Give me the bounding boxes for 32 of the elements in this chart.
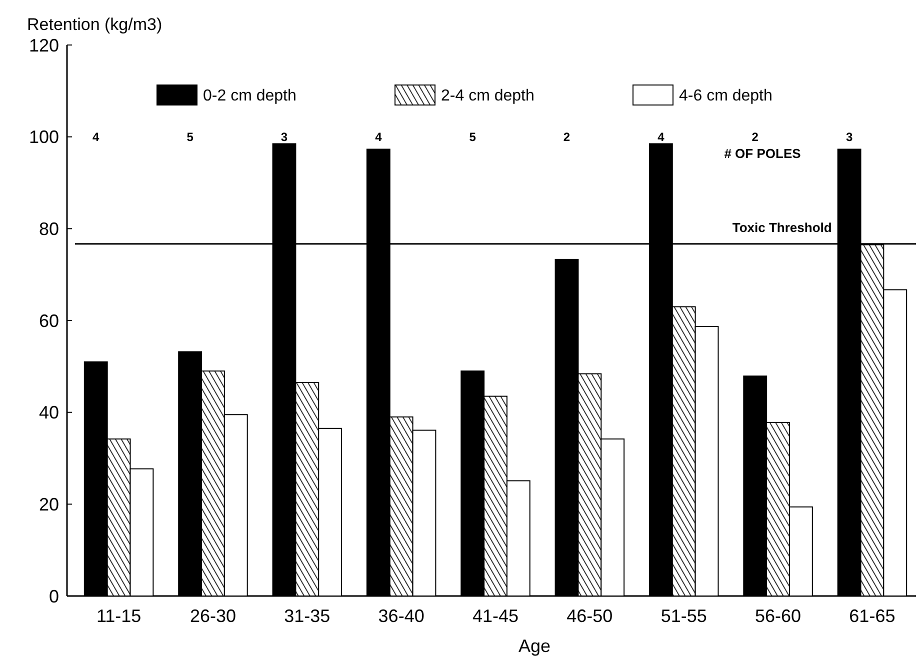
x-axis-title: Age: [518, 636, 551, 656]
x-tick-label: 36-40: [378, 606, 424, 626]
annotation: 4: [375, 130, 382, 144]
y-tick-label: 120: [28, 35, 59, 56]
y-tick-label: 80: [38, 218, 59, 239]
y-tick-label: 40: [38, 402, 59, 423]
x-tick-label: 46-50: [566, 606, 613, 626]
legend-label: 4-6 cm depth: [679, 88, 772, 105]
annotation: 2: [752, 130, 759, 144]
ref-line-label: Toxic Threshold: [732, 220, 832, 235]
y-tick-label: 20: [38, 494, 59, 514]
x-tick-label: 61-65: [849, 606, 896, 626]
y-tick-label: 100: [28, 127, 59, 148]
annotation: 2: [563, 130, 570, 144]
x-tick-label: 56-60: [755, 606, 802, 626]
annotation: 3: [280, 130, 288, 144]
annotation: # OF POLES: [724, 146, 802, 162]
y-axis-title: Retention (kg/m3): [27, 15, 162, 34]
x-tick-label: 41-45: [472, 606, 519, 626]
annotation: 5: [186, 130, 194, 144]
y-tick-label: 0: [48, 586, 59, 606]
legend-label: 0-2 cm depth: [203, 88, 296, 105]
legend-label: 2-4 cm depth: [441, 88, 534, 105]
annotation: 4: [92, 130, 100, 144]
annotation: 3: [846, 130, 853, 144]
x-tick-label: 11-15: [96, 606, 142, 626]
x-tick-label: 26-30: [190, 606, 236, 626]
y-tick-label: 60: [38, 310, 59, 331]
x-tick-label: 51-55: [660, 606, 707, 626]
x-tick-label: 31-35: [284, 606, 330, 626]
annotation: 4: [658, 130, 665, 144]
annotation: 5: [469, 130, 476, 144]
